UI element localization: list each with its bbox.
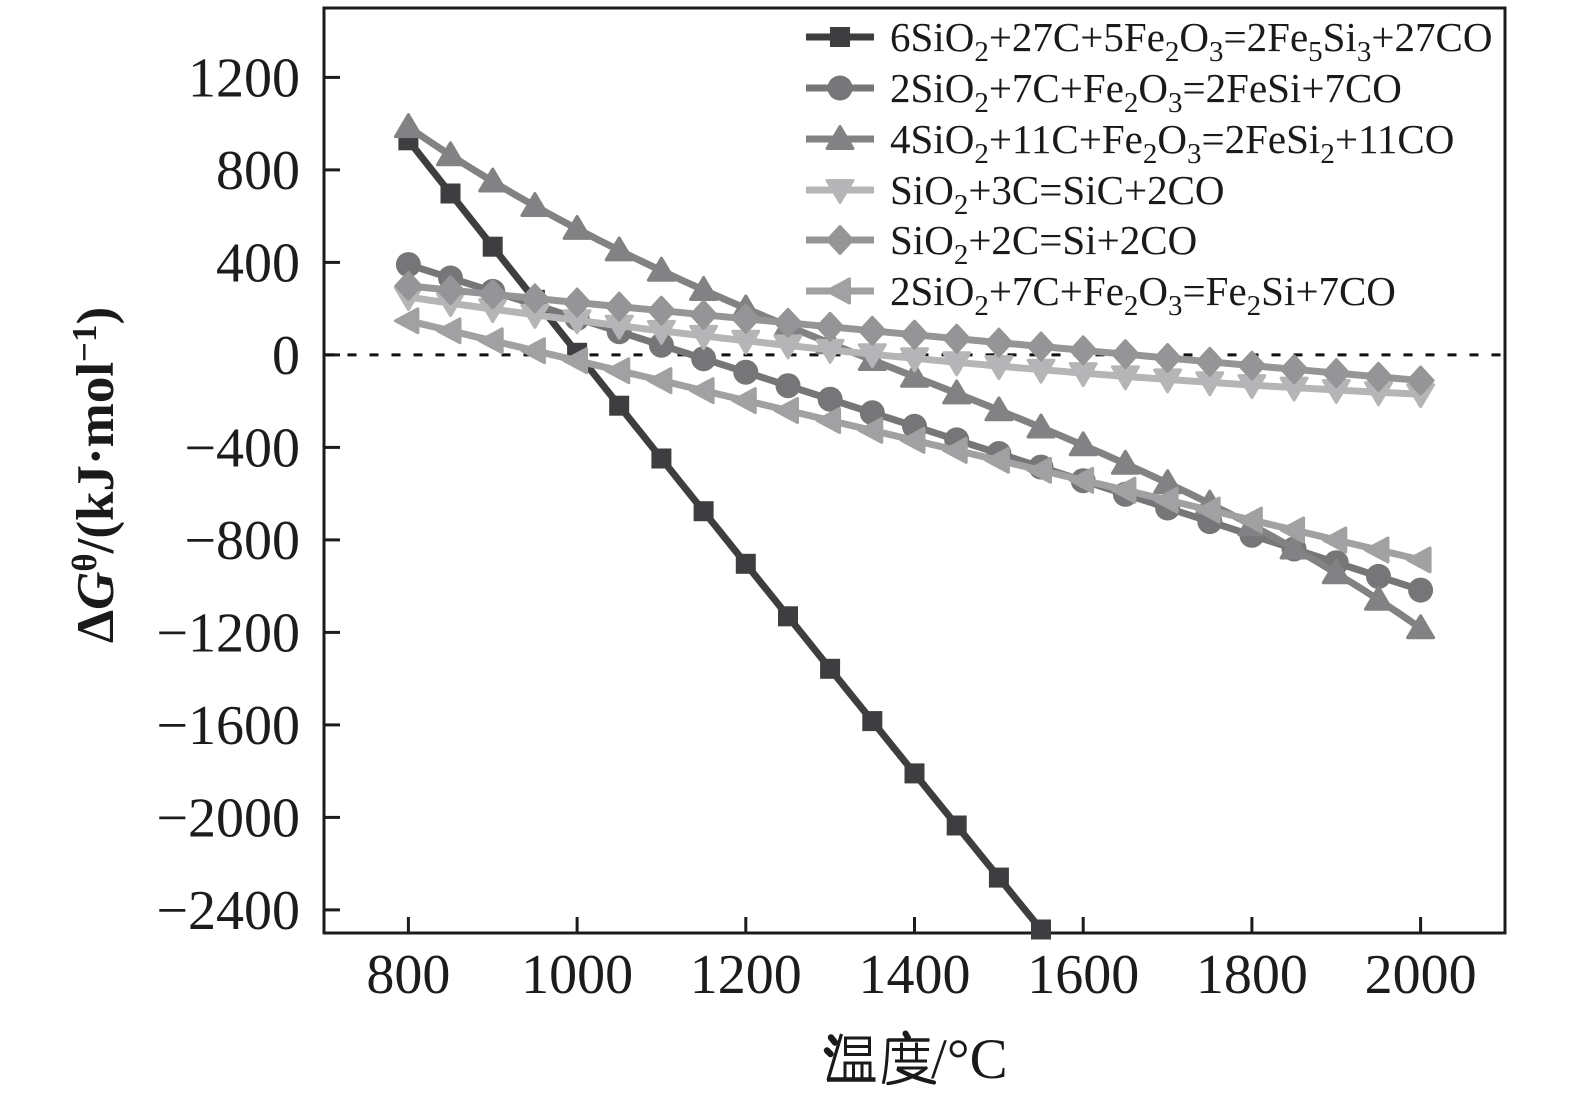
svg-text:1600: 1600 [1027, 944, 1139, 1006]
svg-text:2000: 2000 [1365, 944, 1477, 1006]
svg-text:800: 800 [216, 140, 300, 202]
svg-text:/°C: /°C [931, 1028, 1008, 1091]
svg-text:1200: 1200 [188, 47, 300, 109]
svg-text:SiO2+3C=SiC+2CO: SiO2+3C=SiC+2CO [890, 167, 1225, 221]
svg-text:2SiO2+7C+Fe2O3=Fe2Si+7CO: 2SiO2+7C+Fe2O3=Fe2Si+7CO [890, 268, 1396, 322]
svg-text:0: 0 [272, 325, 300, 387]
svg-text:SiO2+2C=Si+2CO: SiO2+2C=Si+2CO [890, 217, 1197, 271]
svg-text:1000: 1000 [521, 944, 633, 1006]
svg-text:−400: −400 [184, 417, 300, 479]
svg-text:−1200: −1200 [156, 602, 300, 664]
svg-text:6SiO2+27C+5Fe2O3=2Fe5Si3+27CO: 6SiO2+27C+5Fe2O3=2Fe5Si3+27CO [890, 14, 1492, 68]
svg-text:−2000: −2000 [156, 787, 300, 849]
svg-text:2SiO2+7C+Fe2O3=2FeSi+7CO: 2SiO2+7C+Fe2O3=2FeSi+7CO [890, 65, 1402, 119]
svg-text:4SiO2+11C+Fe2O3=2FeSi2+11CO: 4SiO2+11C+Fe2O3=2FeSi2+11CO [890, 116, 1454, 170]
svg-text:1400: 1400 [859, 944, 971, 1006]
svg-text:800: 800 [366, 944, 450, 1006]
svg-text:ΔGθ/(kJ·mol−1): ΔGθ/(kJ·mol−1) [65, 307, 125, 643]
svg-text:1200: 1200 [690, 944, 802, 1006]
svg-text:−1600: −1600 [156, 695, 300, 757]
svg-text:1800: 1800 [1196, 944, 1308, 1006]
svg-text:−2400: −2400 [156, 880, 300, 942]
svg-text:−800: −800 [184, 510, 300, 572]
svg-text:400: 400 [216, 232, 300, 294]
